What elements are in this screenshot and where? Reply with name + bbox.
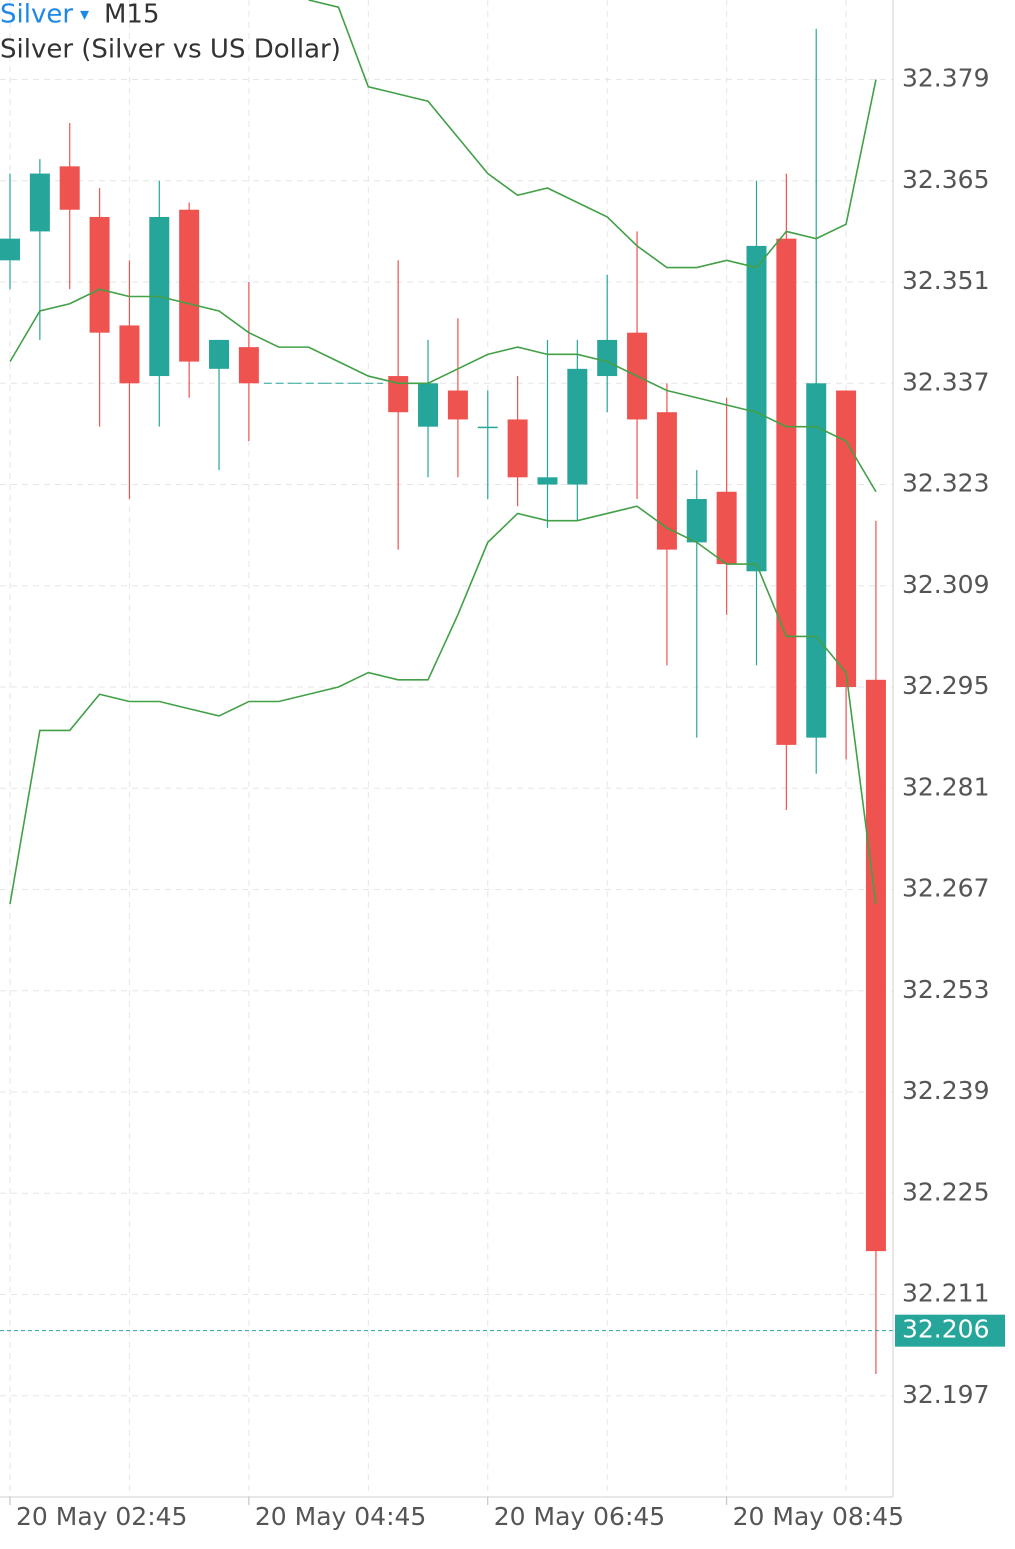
- y-tick-label: 32.225: [902, 1177, 989, 1206]
- candle-body: [119, 325, 140, 384]
- candle-body: [388, 376, 409, 413]
- candle-body: [89, 216, 110, 333]
- plot-area: [0, 0, 893, 1375]
- symbol[interactable]: Silver: [0, 0, 73, 30]
- candle-body: [238, 347, 259, 384]
- candle-body: [567, 368, 588, 485]
- y-tick-label: 32.379: [902, 64, 989, 93]
- candle-body: [865, 679, 886, 1252]
- timeframe[interactable]: M15: [104, 0, 160, 30]
- candle-body: [209, 339, 230, 369]
- candle-body: [776, 238, 797, 745]
- x-tick-label: 20 May 06:45: [494, 1502, 665, 1531]
- x-tick-label: 20 May 04:45: [255, 1502, 426, 1531]
- y-tick-label: 32.267: [902, 874, 989, 903]
- candle-body: [716, 491, 737, 565]
- subtitle: Silver (Silver vs US Dollar): [0, 35, 341, 65]
- candle-body: [0, 238, 20, 261]
- y-tick-label: 32.365: [902, 165, 989, 194]
- candle-body: [686, 499, 707, 543]
- candle-body: [746, 245, 767, 572]
- y-tick-label: 32.211: [902, 1279, 989, 1308]
- candle-body: [418, 383, 439, 427]
- candle-body: [656, 412, 677, 550]
- candle-body: [447, 390, 468, 420]
- last-price-box: [895, 1314, 1005, 1347]
- y-tick-label: 32.281: [902, 772, 989, 801]
- axes: 32.197 32.211 32.225 32.239 32.253 32.267 32.2…: [9, 64, 1005, 1531]
- candle-body: [806, 383, 827, 738]
- dropdown-arrow[interactable]: ▾: [80, 4, 89, 25]
- y-tick-label: 32.309: [902, 570, 989, 599]
- y-tick-label: 32.239: [902, 1076, 989, 1105]
- y-tick-label: 32.197: [902, 1380, 989, 1409]
- candle-body: [29, 173, 50, 232]
- y-tick-label: 32.351: [902, 266, 989, 295]
- band-lower: [9, 505, 877, 905]
- candle-body: [59, 166, 80, 210]
- candle-body: [507, 419, 528, 478]
- y-tick-label: 32.253: [902, 975, 989, 1004]
- band-middle: [9, 288, 877, 493]
- grid: [0, 0, 893, 1497]
- last-price-label: 32.206: [902, 1315, 989, 1344]
- x-tick-label: 20 May 08:45: [733, 1502, 904, 1531]
- candle-body: [537, 477, 558, 485]
- x-tick-label: 20 May 02:45: [16, 1502, 187, 1531]
- y-tick-label: 32.337: [902, 367, 989, 396]
- y-tick-label: 32.323: [902, 469, 989, 498]
- band-upper: [308, 0, 877, 269]
- candle-body: [477, 426, 498, 429]
- y-tick-label: 32.295: [902, 671, 989, 700]
- candle-body: [179, 209, 200, 362]
- candle-body: [836, 390, 857, 688]
- candle-body: [597, 339, 618, 377]
